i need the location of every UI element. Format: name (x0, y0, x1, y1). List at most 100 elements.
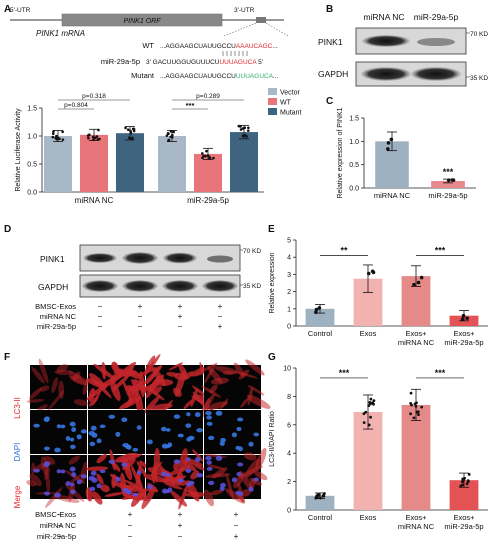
lc3-signal (137, 488, 158, 492)
lc3-signal (39, 385, 50, 392)
chart-g-point (369, 397, 373, 401)
chart-g-point (462, 477, 466, 481)
blot-d-strip-gapdh (79, 274, 241, 298)
chart-e-point (416, 280, 421, 285)
microscopy-cond-label: miRNA NC (40, 521, 77, 530)
chart-g-point (364, 410, 368, 414)
chart-e-point (465, 316, 469, 321)
dapi-nucleus (219, 441, 225, 447)
chart-e-point (314, 310, 318, 315)
dapi-nucleus (173, 414, 181, 419)
chart-e-ytick-label: 0 (287, 324, 291, 331)
blot-b-row-pink1: PINK1 (318, 37, 343, 47)
lc3-signal (31, 367, 45, 384)
microscopy-cond-sign: + (234, 510, 239, 519)
dapi-nucleus (76, 434, 82, 440)
microscopy-cond-sign: − (178, 532, 183, 541)
lc3-signal (143, 395, 161, 414)
dapi-nucleus (219, 486, 225, 492)
dapi-nucleus (56, 469, 62, 474)
chart-g-point (367, 423, 371, 427)
chart-a-point (61, 130, 64, 134)
blot-b-row-gapdh: GAPDH (318, 69, 348, 79)
chart-a-point (126, 128, 130, 132)
chart-g-point (316, 493, 320, 497)
seq-mir-post: 5' (256, 59, 263, 66)
blot-d-cond-label: miRNA NC (40, 312, 77, 321)
blot-b-band-pink1-2 (417, 38, 455, 46)
dapi-nucleus (194, 457, 201, 463)
svg-text:...AGGAAGCUAUUGCCUAAAUCAGC...: ...AGGAAGCUAUUGCCUAAAUCAGC... (160, 43, 278, 50)
lc3-signal (51, 377, 58, 394)
lc3-signal (96, 473, 104, 485)
lc3-signal (243, 452, 257, 461)
blot-d-band-gapdh-1 (82, 280, 118, 292)
chart-a-point (87, 136, 90, 140)
lc3-signal (166, 372, 179, 377)
chart-a-point (165, 134, 169, 137)
blot-b-band-gapdh-2 (411, 67, 461, 81)
chart-c-point (386, 147, 390, 151)
dapi-nucleus (146, 484, 153, 490)
chart-a-bar (230, 132, 258, 192)
dapi-nucleus (146, 439, 153, 445)
microscopy-cell-bg (88, 410, 145, 454)
chart-g-xtick-label: Control (308, 513, 333, 522)
chart-e-sig: ** (340, 245, 348, 255)
dapi-nucleus (80, 429, 88, 434)
chart-c-bar (431, 181, 465, 188)
dapi-nucleus (43, 491, 50, 496)
chart-e-xtick-label: Exos (360, 329, 377, 338)
lc3-signal (205, 473, 231, 478)
dapi-nucleus (220, 482, 226, 488)
dapi-nucleus (161, 471, 167, 477)
chart-g-point (466, 480, 470, 483)
lc3-signal (249, 477, 263, 486)
chart-a-legend-label: WT (280, 100, 292, 107)
microscopy-cell-bg (204, 410, 261, 454)
chart-c-point (446, 178, 451, 183)
chart-g-point (369, 415, 372, 419)
chart-c-sig: *** (443, 167, 454, 177)
dapi-nucleus (115, 431, 121, 437)
panel-label-g: G (268, 352, 276, 363)
chart-a-point (124, 126, 127, 130)
lc3-signal (245, 458, 260, 478)
microscopy-cell-bg (30, 410, 87, 454)
blot-b-kd-pink1: 70 KD (470, 31, 488, 38)
lc3-signal (68, 455, 80, 465)
blot-d-band-pink1-1 (83, 253, 117, 263)
dapi-nucleus (70, 444, 76, 450)
dapi-nucleus (43, 446, 50, 451)
seq-mutant-post: ... (273, 73, 279, 80)
lc3-signal (56, 364, 68, 373)
blot-d-band-pink1-2 (122, 252, 158, 264)
dapi-nucleus (71, 472, 77, 478)
chart-e-xtick-label: Exos+ (453, 329, 475, 338)
chart-e-point (371, 270, 376, 275)
dapi-nucleus (125, 444, 131, 450)
lc3-signal (246, 394, 271, 409)
blot-b: miRNA NC miR-29a-5p PINK1 GAPDH 70 KD 35… (318, 12, 488, 87)
chart-a-bar (158, 136, 186, 192)
chart-g-xtick-label: Exos+ (405, 513, 427, 522)
dapi-nucleus (253, 477, 259, 482)
chart-a-point (51, 132, 55, 136)
chart-g-point (415, 401, 418, 405)
lc3-signal (95, 380, 112, 399)
microscopy-cell (203, 447, 268, 507)
dapi-nucleus (90, 425, 97, 431)
chart-e-ytick-label: 3 (287, 272, 291, 279)
chart-c-point (389, 137, 394, 142)
microscopy-cell (26, 358, 91, 412)
blot-b-col-nc: miRNA NC (363, 12, 404, 22)
dapi-nucleus (208, 435, 215, 441)
chart-g-ytick-label: 2 (287, 479, 291, 486)
chart-a-point (131, 136, 134, 140)
row-label-lc3: LC3-II (13, 397, 22, 419)
dapi-nucleus (205, 455, 212, 461)
chart-a-point (93, 136, 97, 140)
dapi-nucleus (188, 480, 195, 486)
chart-a-point (212, 156, 215, 160)
lc3-signal (179, 448, 188, 472)
